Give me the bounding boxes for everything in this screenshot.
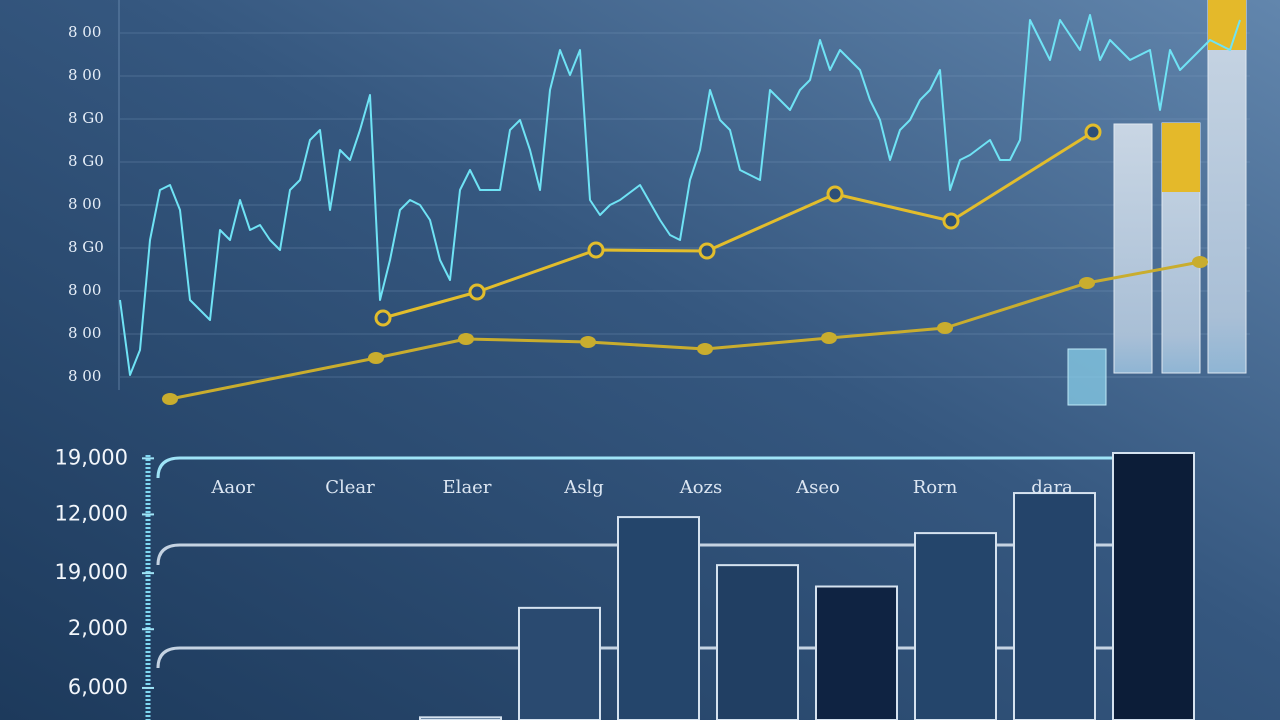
series-line	[119, 14, 1241, 376]
y-tick-label: 8 00	[68, 324, 101, 342]
bar	[518, 606, 601, 720]
point	[1192, 256, 1208, 268]
point	[1079, 277, 1095, 289]
point	[697, 343, 713, 355]
bar	[914, 532, 997, 720]
y-tick-label: 8 G0	[68, 109, 104, 127]
y-tick-label: 2,000	[68, 616, 128, 640]
y-tick-label: 19,000	[55, 445, 128, 469]
bottom-bands	[156, 456, 1195, 669]
y-tick-label: 8 G0	[68, 152, 104, 170]
y-tick-label: 8 00	[68, 367, 101, 385]
x-tick-label: Rorn	[913, 477, 958, 498]
bar	[815, 585, 898, 720]
point	[698, 242, 716, 260]
point	[1084, 123, 1102, 141]
point	[468, 283, 486, 301]
point	[942, 212, 960, 230]
y-tick-label: 19,000	[55, 560, 128, 584]
point	[587, 241, 605, 259]
point	[821, 332, 837, 344]
bar	[419, 716, 502, 720]
bar	[1013, 492, 1096, 720]
point	[826, 185, 844, 203]
x-tick-label: Aozs	[679, 477, 723, 498]
side-bars	[1067, 0, 1247, 406]
bar	[617, 516, 700, 720]
y-tick-label: 8 G0	[68, 238, 104, 256]
x-tick-label: Aseo	[795, 477, 840, 498]
x-tick-label: Clear	[325, 477, 375, 498]
point	[368, 352, 384, 364]
point	[162, 393, 178, 405]
y-tick-label: 8 00	[68, 66, 101, 84]
x-tick-label: Aslg	[563, 477, 604, 498]
y-tick-label: 6,000	[68, 675, 128, 699]
y-tick-label: 8 00	[68, 195, 101, 213]
x-tick-label: dara	[1031, 477, 1073, 498]
x-tick-label: Aaor	[210, 477, 255, 498]
x-tick-label: Elaer	[443, 477, 492, 498]
y-tick-label: 8 00	[68, 281, 101, 299]
y-tick-label: 8 00	[68, 23, 101, 41]
point	[580, 336, 596, 348]
point	[937, 322, 953, 334]
point	[458, 333, 474, 345]
bar	[1112, 452, 1195, 720]
y-tick-label: 12,000	[55, 501, 128, 525]
bar	[716, 564, 799, 720]
point	[374, 309, 392, 327]
